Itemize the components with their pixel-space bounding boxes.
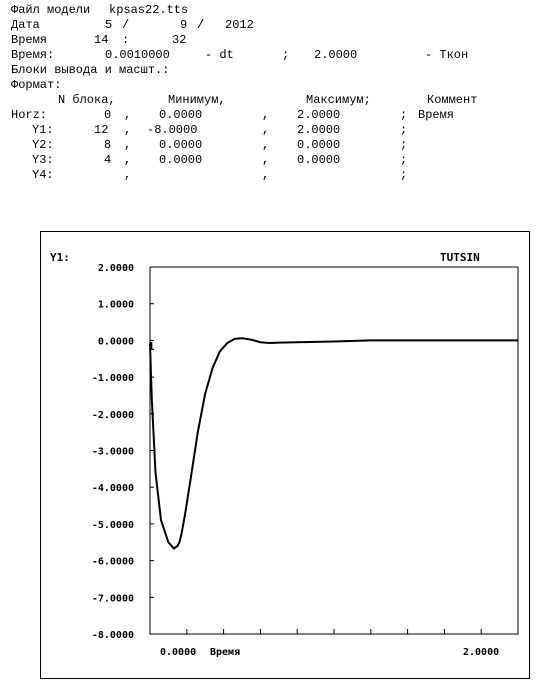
model-file: kpsas22.tts (109, 3, 189, 17)
time-step-label: Время: (11, 48, 55, 62)
column-comment: Коммент (427, 93, 478, 107)
row-max: 0.0000 (297, 153, 341, 167)
row-name: Y4: (32, 168, 54, 182)
dt-separator: ; (282, 48, 290, 62)
date-label: Дата (11, 18, 40, 32)
time-separator: : (122, 33, 130, 47)
row-max: 0.0000 (297, 138, 341, 152)
row-sep: ; (400, 123, 408, 137)
y-tick-label: 0.0000 (98, 336, 134, 347)
x-tick-label-max: 2.0000 (463, 647, 499, 658)
y-axis-ticks: 2.0000 1.0000 0.0000 -1.0000 -2.0000 -3.0000 -… (92, 263, 154, 641)
y-tick-label: -6.0000 (92, 557, 134, 568)
row-name: Y1: (32, 123, 54, 137)
date-separator-2: / (197, 18, 205, 32)
column-max: Максимум; (306, 93, 371, 107)
dt-value: 0.0010000 (105, 48, 170, 62)
row-sep: , (124, 108, 132, 122)
x-axis-ticks (149, 629, 519, 634)
x-tick-label-min: 0.0000 (160, 647, 196, 658)
model-label: Файл модели (11, 3, 91, 17)
y-tick-label: 2.0000 (98, 263, 134, 274)
y-tick-label: -4.0000 (92, 483, 134, 494)
row-comment: Время (418, 108, 455, 122)
y-tick-label: 1.0000 (98, 300, 134, 311)
row-block: 4 (104, 153, 112, 167)
row-sep: ; (400, 138, 408, 152)
tkon-label: - Ткон (425, 48, 469, 62)
tkon-value: 2.0000 (314, 48, 358, 62)
row-sep: , (262, 168, 270, 182)
y-axis-label: Y1: (50, 251, 70, 264)
row-max: 2.0000 (297, 123, 341, 137)
row-name: Y3: (32, 153, 54, 167)
date-year: 2012 (225, 18, 254, 32)
row-min: 0.0000 (159, 153, 203, 167)
x-axis-label: Время (210, 647, 240, 658)
row-sep: ; (400, 153, 408, 167)
column-min: Минимум, (168, 93, 226, 107)
row-sep: , (124, 153, 132, 167)
time-label: Время (11, 33, 48, 47)
row-name: Y2: (32, 138, 54, 152)
series-line-y1 (149, 337, 518, 550)
date-day: 5 (105, 18, 113, 32)
row-max: 2.0000 (297, 108, 341, 122)
row-sep: , (124, 138, 132, 152)
row-min: -8.0000 (147, 123, 198, 137)
chart-border (40, 231, 530, 679)
format-label: Формат: (11, 78, 62, 92)
row-sep: ; (400, 108, 408, 122)
row-block: 0 (104, 108, 112, 122)
blocks-title: Блоки вывода и масшт.: (11, 63, 170, 77)
row-sep: , (262, 153, 270, 167)
row-sep: , (262, 123, 270, 137)
row-sep: ; (400, 168, 408, 182)
time-hour: 14 (94, 33, 109, 47)
y-tick-label: -5.0000 (92, 520, 134, 531)
row-sep: , (124, 123, 132, 137)
column-block: N блока, (58, 93, 116, 107)
y-tick-label: -7.0000 (92, 593, 134, 604)
date-month: 9 (180, 18, 188, 32)
chart-frame: Y1: TUTSIN 2.0000 1.0000 0.0000 -1.0000 -2.0… (40, 231, 530, 679)
row-sep: , (262, 108, 270, 122)
date-separator-1: / (122, 18, 130, 32)
row-sep: , (262, 138, 270, 152)
time-minute: 32 (172, 33, 187, 47)
y-tick-label: -8.0000 (92, 630, 134, 641)
dt-label: - dt (205, 48, 234, 62)
row-block: 12 (94, 123, 109, 137)
row-min: 0.0000 (159, 108, 203, 122)
model-header: Файл модели kpsas22.tts Дата 5 / 9 / 201… (0, 0, 546, 200)
row-min: 0.0000 (159, 138, 203, 152)
row-sep: , (124, 168, 132, 182)
row-name: Horz: (11, 108, 48, 122)
y-tick-label: -2.0000 (92, 410, 134, 421)
row-block: 8 (104, 138, 112, 152)
chart-top-right-label: TUTSIN (440, 251, 480, 264)
y-tick-label: -3.0000 (92, 447, 134, 458)
y-tick-label: -1.0000 (92, 373, 134, 384)
series-marker: 1 (148, 340, 155, 353)
